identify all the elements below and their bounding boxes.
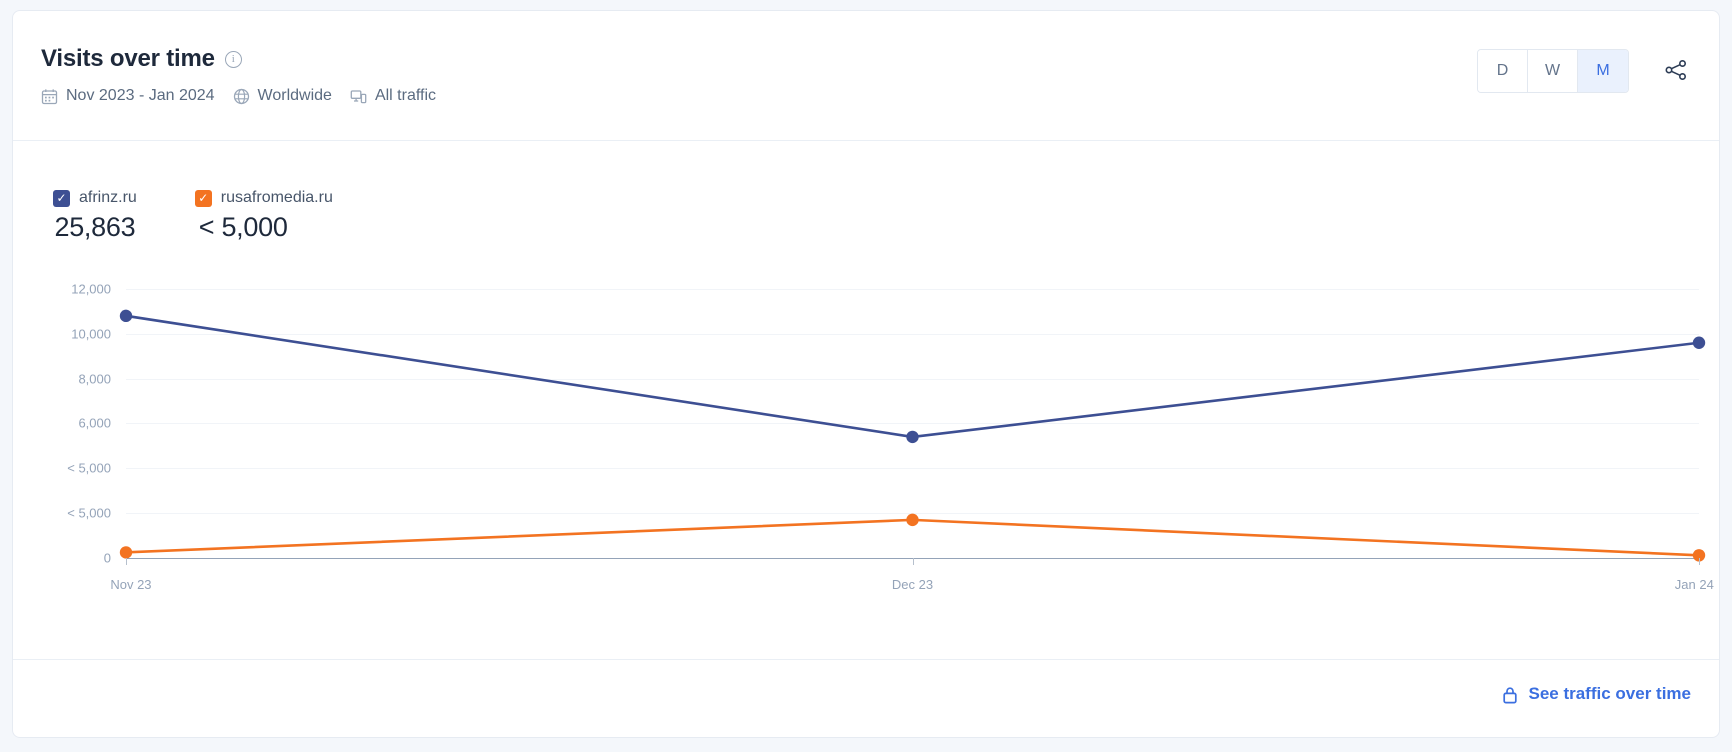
see-traffic-over-time-label: See traffic over time — [1528, 684, 1691, 703]
granularity-toggle[interactable]: D W M — [1477, 49, 1629, 93]
see-traffic-over-time-link[interactable]: See traffic over time — [1502, 684, 1691, 704]
granularity-option-d[interactable]: D — [1478, 50, 1528, 92]
visits-over-time-card: Visits over time i — [12, 10, 1720, 738]
legend-label-rusafromedia: rusafromedia.ru — [220, 189, 333, 206]
x-axis-tick-mark — [1699, 558, 1700, 565]
meta-traffic-type-label: All traffic — [374, 87, 437, 104]
card-header: Visits over time i — [13, 11, 1719, 141]
meta-location-label: Worldwide — [257, 87, 332, 104]
chart-plot — [119, 309, 1706, 562]
chart-gridline — [126, 513, 1699, 515]
legend-value-afrinz: 25,863 — [54, 212, 136, 242]
chart-gridline — [126, 288, 1699, 290]
card-footer: See traffic over time — [13, 659, 1719, 737]
chart-gridline — [126, 468, 1699, 470]
x-axis-tick-label: Jan 24 — [1674, 577, 1714, 592]
y-axis-tick-label: 8,000 — [78, 371, 111, 387]
x-axis-tick-mark — [126, 558, 127, 565]
x-axis-tick-mark — [912, 558, 914, 565]
chart-legend: ✓ afrinz.ru 25,863 ✓ rusafromedia.ru < 5… — [53, 189, 391, 243]
legend-item-afrinz[interactable]: ✓ afrinz.ru 25,863 — [53, 189, 137, 243]
legend-checkbox-rusafromedia[interactable]: ✓ — [194, 189, 212, 207]
y-axis-tick-label: 0 — [103, 550, 111, 566]
legend-label-afrinz: afrinz.ru — [79, 189, 137, 206]
y-axis-tick-label: 12,000 — [71, 281, 111, 297]
granularity-option-m[interactable]: M — [1578, 50, 1628, 92]
legend-checkbox-afrinz[interactable]: ✓ — [53, 189, 70, 207]
chart-point[interactable] — [119, 309, 133, 323]
x-axis-tick-label: Dec 23 — [891, 577, 934, 592]
chart-gridline — [126, 378, 1699, 380]
calendar-icon — [41, 88, 58, 105]
meta-location[interactable]: Worldwide — [233, 87, 332, 105]
y-axis-tick-label: < 5,000 — [67, 505, 111, 521]
chart-point[interactable] — [906, 430, 919, 444]
meta-date-range-label: Nov 2023 - Jan 2024 — [66, 87, 215, 104]
chart-point[interactable] — [906, 513, 919, 527]
devices-icon — [350, 88, 367, 105]
x-axis-tick-label: Nov 23 — [110, 577, 152, 592]
meta-date-range[interactable]: Nov 2023 - Jan 2024 — [41, 87, 215, 105]
chart-gridline — [126, 423, 1699, 425]
chart-line-afrinz.ru — [125, 314, 1700, 439]
meta-traffic-type[interactable]: All traffic — [350, 87, 436, 105]
legend-item-rusafromedia[interactable]: ✓ rusafromedia.ru < 5,000 — [194, 189, 333, 243]
y-axis-tick-label: < 5,000 — [67, 460, 111, 476]
globe-icon — [233, 88, 250, 105]
lock-icon — [1502, 686, 1519, 703]
line-chart[interactable]: 12,000 10,000 8,000 6,000 < 5,000 < 5,000 0 No… — [13, 263, 1719, 663]
info-icon[interactable]: i — [224, 50, 242, 68]
page-title: Visits over time — [41, 45, 215, 72]
chart-point[interactable] — [1692, 336, 1706, 349]
legend-value-rusafromedia: < 5,000 — [198, 212, 288, 242]
chart-gridline — [126, 333, 1699, 335]
share-icon[interactable] — [1659, 53, 1693, 87]
y-axis-tick-label: 10,000 — [71, 326, 111, 342]
y-axis-tick-label: 6,000 — [78, 415, 111, 431]
chart-point[interactable] — [119, 546, 133, 559]
meta-row: Nov 2023 - Jan 2024 Worldwide — [41, 87, 454, 105]
granularity-option-w[interactable]: W — [1528, 50, 1578, 92]
chart-point[interactable] — [1692, 549, 1706, 562]
title-row: Visits over time i — [41, 45, 242, 73]
